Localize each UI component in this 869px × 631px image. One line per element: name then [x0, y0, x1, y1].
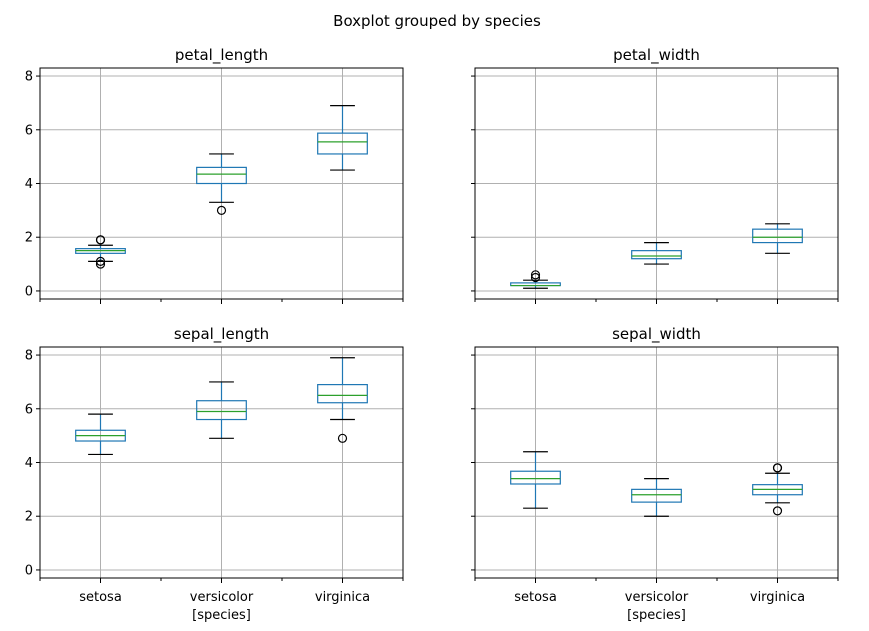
subplot-petal-width: petal_width [471, 46, 839, 304]
box-iqr [631, 488, 682, 503]
x-tick-label: versicolor [625, 590, 689, 605]
y-tick-label: 6 [25, 402, 33, 417]
figure-suptitle: Boxplot grouped by species [333, 12, 541, 30]
y-tick-label: 0 [25, 563, 33, 578]
box-versicolor [631, 241, 682, 265]
box-iqr [317, 132, 368, 155]
outlier-point [337, 433, 348, 443]
box-iqr [631, 250, 682, 260]
y-tick-label: 2 [25, 510, 33, 525]
axes-frame [39, 67, 404, 300]
outlier-point [772, 506, 783, 516]
subplot-petal-length: petal_length 0 2 4 6 8 [25, 46, 404, 304]
box-virginica [752, 223, 803, 254]
y-tick-label: 2 [25, 231, 33, 246]
y-tick-label: 4 [25, 456, 33, 471]
outlier-point [772, 463, 783, 473]
x-tick-label: setosa [514, 590, 557, 605]
box-versicolor [196, 381, 247, 439]
x-tick-label: virginica [750, 590, 805, 605]
subplot-grid: petal_length 0 2 4 6 8 petal_width sepal_length… [25, 46, 839, 623]
x-axis-label: [species] [627, 608, 686, 623]
box-versicolor [631, 478, 682, 517]
box-virginica [317, 357, 368, 443]
outlier-point [530, 270, 541, 280]
outlier-point [216, 205, 227, 215]
axes-frame [474, 346, 839, 579]
box-iqr [752, 228, 803, 244]
box-setosa [510, 270, 561, 289]
outlier-point [95, 259, 106, 269]
box-iqr [317, 384, 368, 404]
x-axis-label: [species] [192, 608, 251, 623]
subplot-sepal-length: sepal_length 0 2 4 6 8 setosa versicolor virgini… [25, 325, 404, 623]
box-virginica [317, 105, 368, 171]
x-tick-label: virginica [315, 590, 370, 605]
x-tick-label: versicolor [190, 590, 254, 605]
box-setosa [75, 413, 126, 456]
y-tick-label: 4 [25, 177, 33, 192]
outlier-point [530, 272, 541, 283]
subplot-title: petal_width [613, 46, 700, 65]
x-tick-label: setosa [79, 590, 122, 605]
subplot-title: petal_length [175, 46, 268, 65]
box-setosa [510, 451, 561, 509]
axes-frame [474, 67, 839, 300]
box-iqr [510, 470, 561, 485]
y-tick-label: 8 [25, 70, 33, 85]
box-iqr [196, 400, 247, 421]
y-tick-label: 6 [25, 123, 33, 138]
box-setosa [75, 235, 126, 269]
y-tick-label: 0 [25, 284, 33, 299]
box-versicolor [196, 153, 247, 215]
y-tick-label: 8 [25, 349, 33, 364]
subplot-title: sepal_width [612, 325, 701, 344]
box-iqr [196, 166, 247, 185]
subplot-title: sepal_length [174, 325, 269, 344]
outlier-point [95, 235, 106, 245]
axes-frame [39, 346, 404, 579]
box-virginica [752, 463, 803, 516]
outlier-point [95, 256, 106, 266]
